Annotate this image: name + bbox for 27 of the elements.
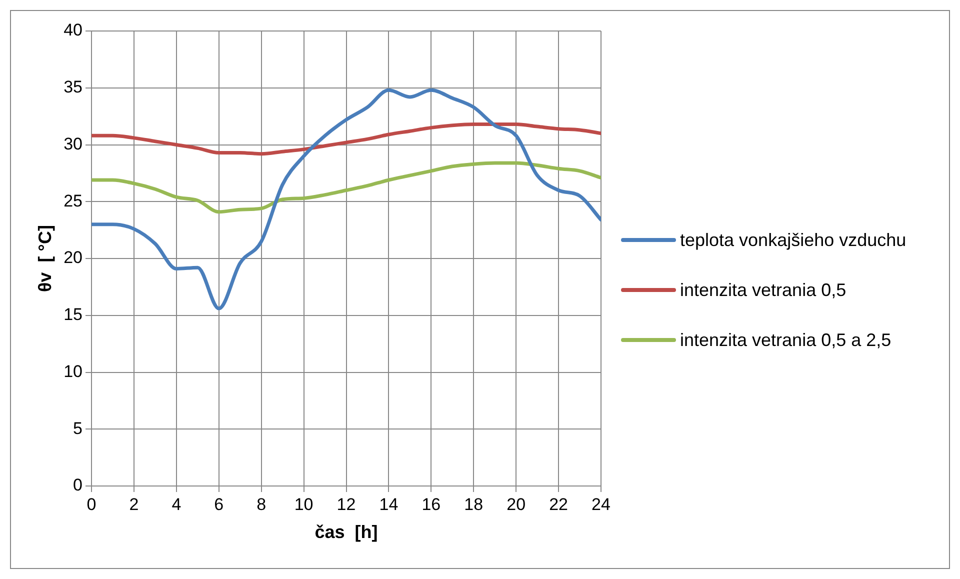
x-tick-label: 16 xyxy=(422,494,441,514)
y-tick-label: 10 xyxy=(64,362,83,381)
y-tick-label: 30 xyxy=(64,134,83,154)
x-tick-label: 10 xyxy=(294,494,314,514)
x-tick-label: 24 xyxy=(592,494,610,514)
x-tick-label: 14 xyxy=(379,494,398,514)
x-axis-title: čas [h] xyxy=(314,522,378,542)
x-tick-label: 12 xyxy=(336,494,356,514)
y-tick-label: 0 xyxy=(73,476,83,495)
legend-label: intenzita vetrania 0,5 a 2,5 xyxy=(680,328,892,352)
x-tick-label: 6 xyxy=(214,494,224,514)
x-tick-label: 8 xyxy=(256,494,266,514)
x-tick-label: 20 xyxy=(506,494,526,514)
y-tick-label: 25 xyxy=(64,191,83,210)
x-tick-label: 0 xyxy=(86,494,96,514)
y-tick-label: 5 xyxy=(73,418,83,438)
legend-label: intenzita vetrania 0,5 xyxy=(680,278,846,302)
y-tick-label: 20 xyxy=(64,248,83,268)
y-tick-label: 40 xyxy=(64,20,83,40)
x-tick-label: 18 xyxy=(464,494,484,514)
x-tick-label: 4 xyxy=(172,494,182,514)
y-tick-label: 35 xyxy=(64,78,83,97)
y-axis-title: θv [ °C] xyxy=(34,225,55,292)
legend-label: teplota vonkajšieho vzduchu xyxy=(680,228,906,252)
y-tick-label: 15 xyxy=(64,305,83,324)
x-tick-label: 2 xyxy=(129,494,139,514)
x-tick-label: 22 xyxy=(549,494,568,514)
